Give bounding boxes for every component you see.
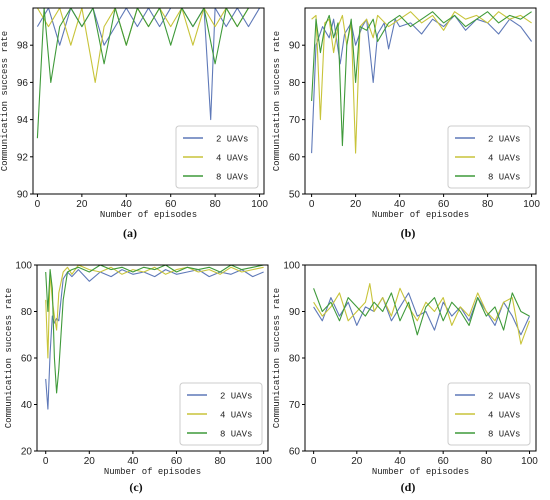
x-tick-label: 100: [251, 199, 268, 210]
series-line-8uav: [36, 8, 260, 139]
legend-label: 8 UAVs: [220, 430, 252, 440]
x-axis-label: Number of episodes: [100, 210, 197, 220]
x-tick-label: 100: [255, 456, 272, 467]
x-tick-label: 20: [351, 456, 363, 467]
x-tick-label: 80: [482, 199, 494, 210]
series-line-2uav: [311, 14, 533, 154]
x-tick-label: 20: [350, 199, 362, 210]
series-line-4uav: [313, 283, 531, 345]
y-axis-label: Communication success rate: [272, 288, 282, 428]
y-tick-label: 60: [289, 447, 301, 458]
legend-label: 8 UAVs: [216, 173, 248, 183]
x-tick-label: 0: [35, 199, 41, 210]
x-tick-label: 20: [84, 456, 96, 467]
x-axis-label: Number of episodes: [104, 467, 201, 477]
y-axis-label: Communication success rate: [272, 31, 282, 171]
legend-label: 4 UAVs: [220, 411, 252, 421]
x-tick-label: 20: [76, 199, 88, 210]
chart-panel-3: 0 20 40 60 80 100 20 40 60 80 100 Number of episode…: [4, 261, 272, 495]
y-tick-label: 100: [15, 261, 32, 272]
y-tick-label: 20: [21, 447, 33, 458]
y-tick-label: 80: [21, 307, 33, 318]
x-tick-label: 80: [214, 456, 226, 467]
legend-label: 8 UAVs: [488, 173, 520, 183]
y-tick-label: 40: [21, 400, 33, 411]
legend-label: 2 UAVs: [216, 135, 248, 145]
x-tick-label: 40: [394, 199, 406, 210]
y-tick-label: 100: [283, 261, 300, 272]
x-tick-label: 60: [171, 456, 183, 467]
legend-label: 2 UAVs: [488, 135, 520, 145]
y-tick-label: 90: [17, 190, 29, 201]
axes-frame: [304, 7, 537, 195]
x-tick-label: 0: [311, 456, 317, 467]
series-line-4uav: [311, 11, 532, 154]
x-tick-label: 40: [121, 199, 133, 210]
x-tick-label: 60: [438, 456, 450, 467]
series-line-8uav: [313, 288, 530, 336]
y-tick-label: 80: [289, 354, 301, 365]
series-line-8uav: [311, 11, 532, 147]
x-axis-label: Number of episodes: [372, 467, 469, 477]
panel-label: (b): [401, 226, 416, 240]
y-tick-label: 94: [17, 115, 29, 126]
y-tick-label: 90: [289, 307, 301, 318]
chart-panel-1: 0 20 40 60 80 100 90 92 94 96 98 Number of episodes…: [0, 7, 268, 240]
y-tick-label: 90: [289, 41, 301, 52]
x-tick-label: 100: [521, 456, 538, 467]
legend-box: [447, 125, 531, 189]
legend-label: 2 UAVs: [220, 392, 252, 402]
y-tick-label: 80: [289, 78, 301, 89]
x-tick-label: 0: [309, 199, 315, 210]
panel-label: (d): [401, 480, 416, 494]
y-tick-label: 70: [289, 115, 301, 126]
y-tick-label: 98: [17, 41, 29, 52]
x-tick-label: 100: [523, 199, 540, 210]
legend-label: 2 UAVs: [488, 392, 520, 402]
x-tick-label: 0: [43, 456, 49, 467]
series-line-4uav: [45, 265, 264, 359]
panel-label: (a): [123, 226, 137, 240]
series-line-2uav: [36, 8, 261, 121]
y-tick-label: 96: [17, 78, 29, 89]
x-axis-label: Number of episodes: [372, 210, 469, 220]
y-tick-label: 70: [289, 400, 301, 411]
y-axis-label: Communication success rate: [0, 31, 10, 171]
panel-label: (c): [129, 480, 142, 494]
y-axis-label: Communication success rate: [4, 288, 14, 428]
x-tick-label: 40: [127, 456, 139, 467]
y-tick-label: 50: [289, 190, 301, 201]
legend-label: 4 UAVs: [488, 411, 520, 421]
y-tick-label: 60: [289, 152, 301, 163]
legend-label: 4 UAVs: [488, 154, 520, 164]
x-tick-label: 60: [438, 199, 450, 210]
x-tick-label: 60: [165, 199, 177, 210]
series-line-8uav: [45, 265, 264, 394]
legend-label: 8 UAVs: [488, 430, 520, 440]
axes-frame: [32, 7, 265, 195]
x-tick-label: 40: [394, 456, 406, 467]
y-tick-label: 60: [21, 354, 33, 365]
series-line-4uav: [36, 8, 260, 83]
legend-box: [175, 125, 259, 189]
chart-panel-2: 0 20 40 60 80 100 50 60 70 80 90 Number of episodes…: [272, 7, 540, 240]
legend-box: [447, 382, 531, 446]
x-tick-label: 80: [481, 456, 493, 467]
y-tick-label: 92: [17, 152, 29, 163]
legend-box: [179, 382, 263, 446]
x-tick-label: 80: [210, 199, 222, 210]
series-line-2uav: [313, 292, 530, 336]
legend-label: 4 UAVs: [216, 154, 248, 164]
chart-panel-4: 0 20 40 60 80 100 60 70 80 90 100 Number of episode…: [272, 261, 538, 495]
